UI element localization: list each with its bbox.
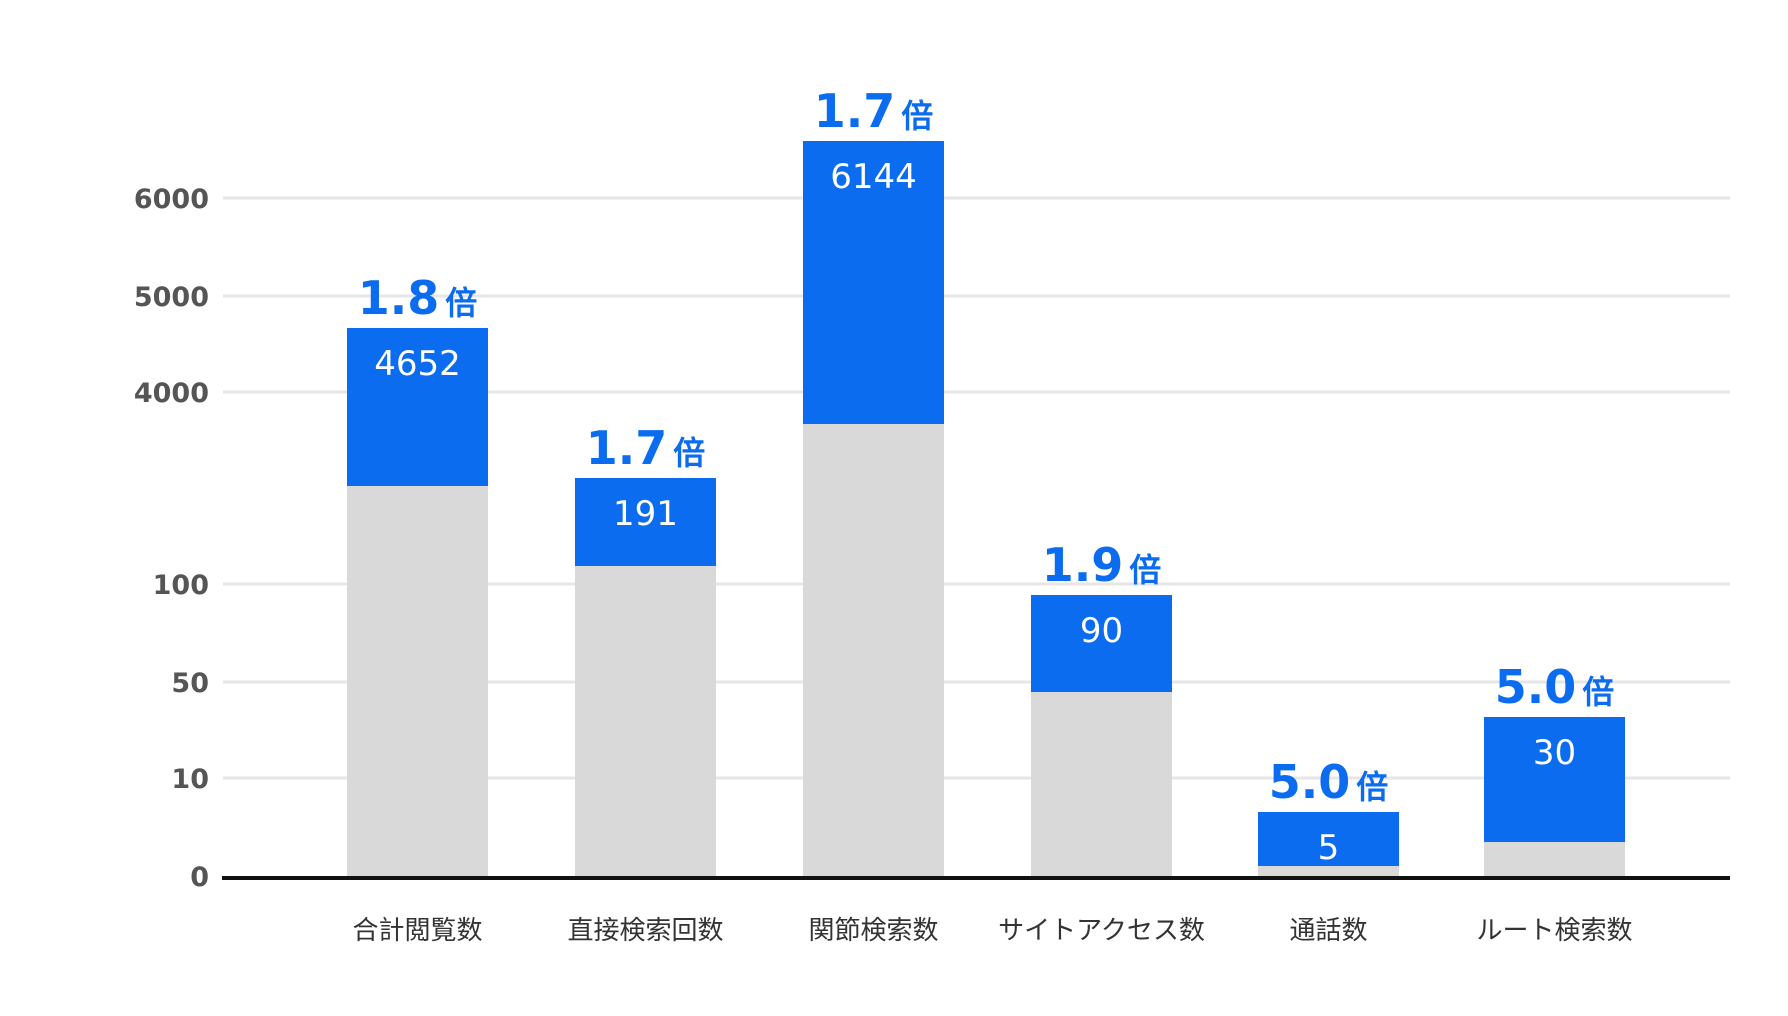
ratio-value: 5.0 (1269, 755, 1351, 809)
value-label: 30 (1533, 733, 1576, 773)
ratio-label: 1.8 倍 (358, 271, 478, 325)
y-tick-label: 5000 (134, 282, 209, 313)
ratio-value: 1.7 (814, 84, 896, 138)
ratio-unit: 倍 (1582, 673, 1614, 711)
y-tick-label: 10 (171, 764, 209, 795)
bar-before (1258, 866, 1399, 878)
x-category-label: 直接検索回数 (567, 916, 723, 946)
bar-after (575, 478, 716, 566)
value-label: 191 (613, 494, 678, 534)
bar-before (575, 566, 716, 878)
x-category-label: 合計閲覧数 (352, 916, 482, 946)
ratio-value: 1.8 (358, 271, 440, 325)
value-label: 4652 (374, 344, 461, 384)
y-tick-label: 4000 (134, 378, 209, 409)
bar-after (803, 141, 944, 424)
value-label: 90 (1080, 611, 1123, 651)
ratio-value: 1.9 (1042, 538, 1124, 592)
ratio-unit: 倍 (901, 97, 933, 135)
x-category-label: 関節検索数 (808, 916, 938, 946)
bar-before (1484, 842, 1625, 878)
x-category-label: サイトアクセス数 (998, 916, 1205, 946)
ratio-unit: 倍 (1129, 551, 1161, 589)
x-category-label: 通話数 (1289, 916, 1367, 946)
y-tick-label: 0 (190, 862, 209, 893)
ratio-unit: 倍 (673, 434, 705, 472)
ratio-label: 5.0 倍 (1495, 660, 1615, 714)
y-tick-label: 100 (153, 570, 209, 601)
x-category-label: ルート検索数 (1476, 916, 1632, 946)
bar-before (803, 424, 944, 878)
ratio-value: 1.7 (586, 421, 668, 475)
ratio-label: 1.7 倍 (586, 421, 706, 475)
bar-after (1031, 595, 1172, 692)
value-label: 5 (1318, 828, 1340, 868)
ratio-unit: 倍 (445, 284, 477, 322)
ratio-value: 5.0 (1495, 660, 1577, 714)
bar-before (1031, 692, 1172, 878)
bar-after (347, 328, 488, 486)
ratio-label: 5.0 倍 (1269, 755, 1389, 809)
y-tick-label: 6000 (134, 184, 209, 215)
value-label: 6144 (830, 157, 917, 197)
bar-before (347, 486, 488, 878)
ratio-unit: 倍 (1356, 768, 1388, 806)
bar-after (1484, 717, 1625, 842)
ratio-label: 1.9 倍 (1042, 538, 1162, 592)
bar-after (1258, 812, 1399, 866)
ratio-label: 1.7 倍 (814, 84, 934, 138)
y-tick-label: 50 (171, 668, 209, 699)
